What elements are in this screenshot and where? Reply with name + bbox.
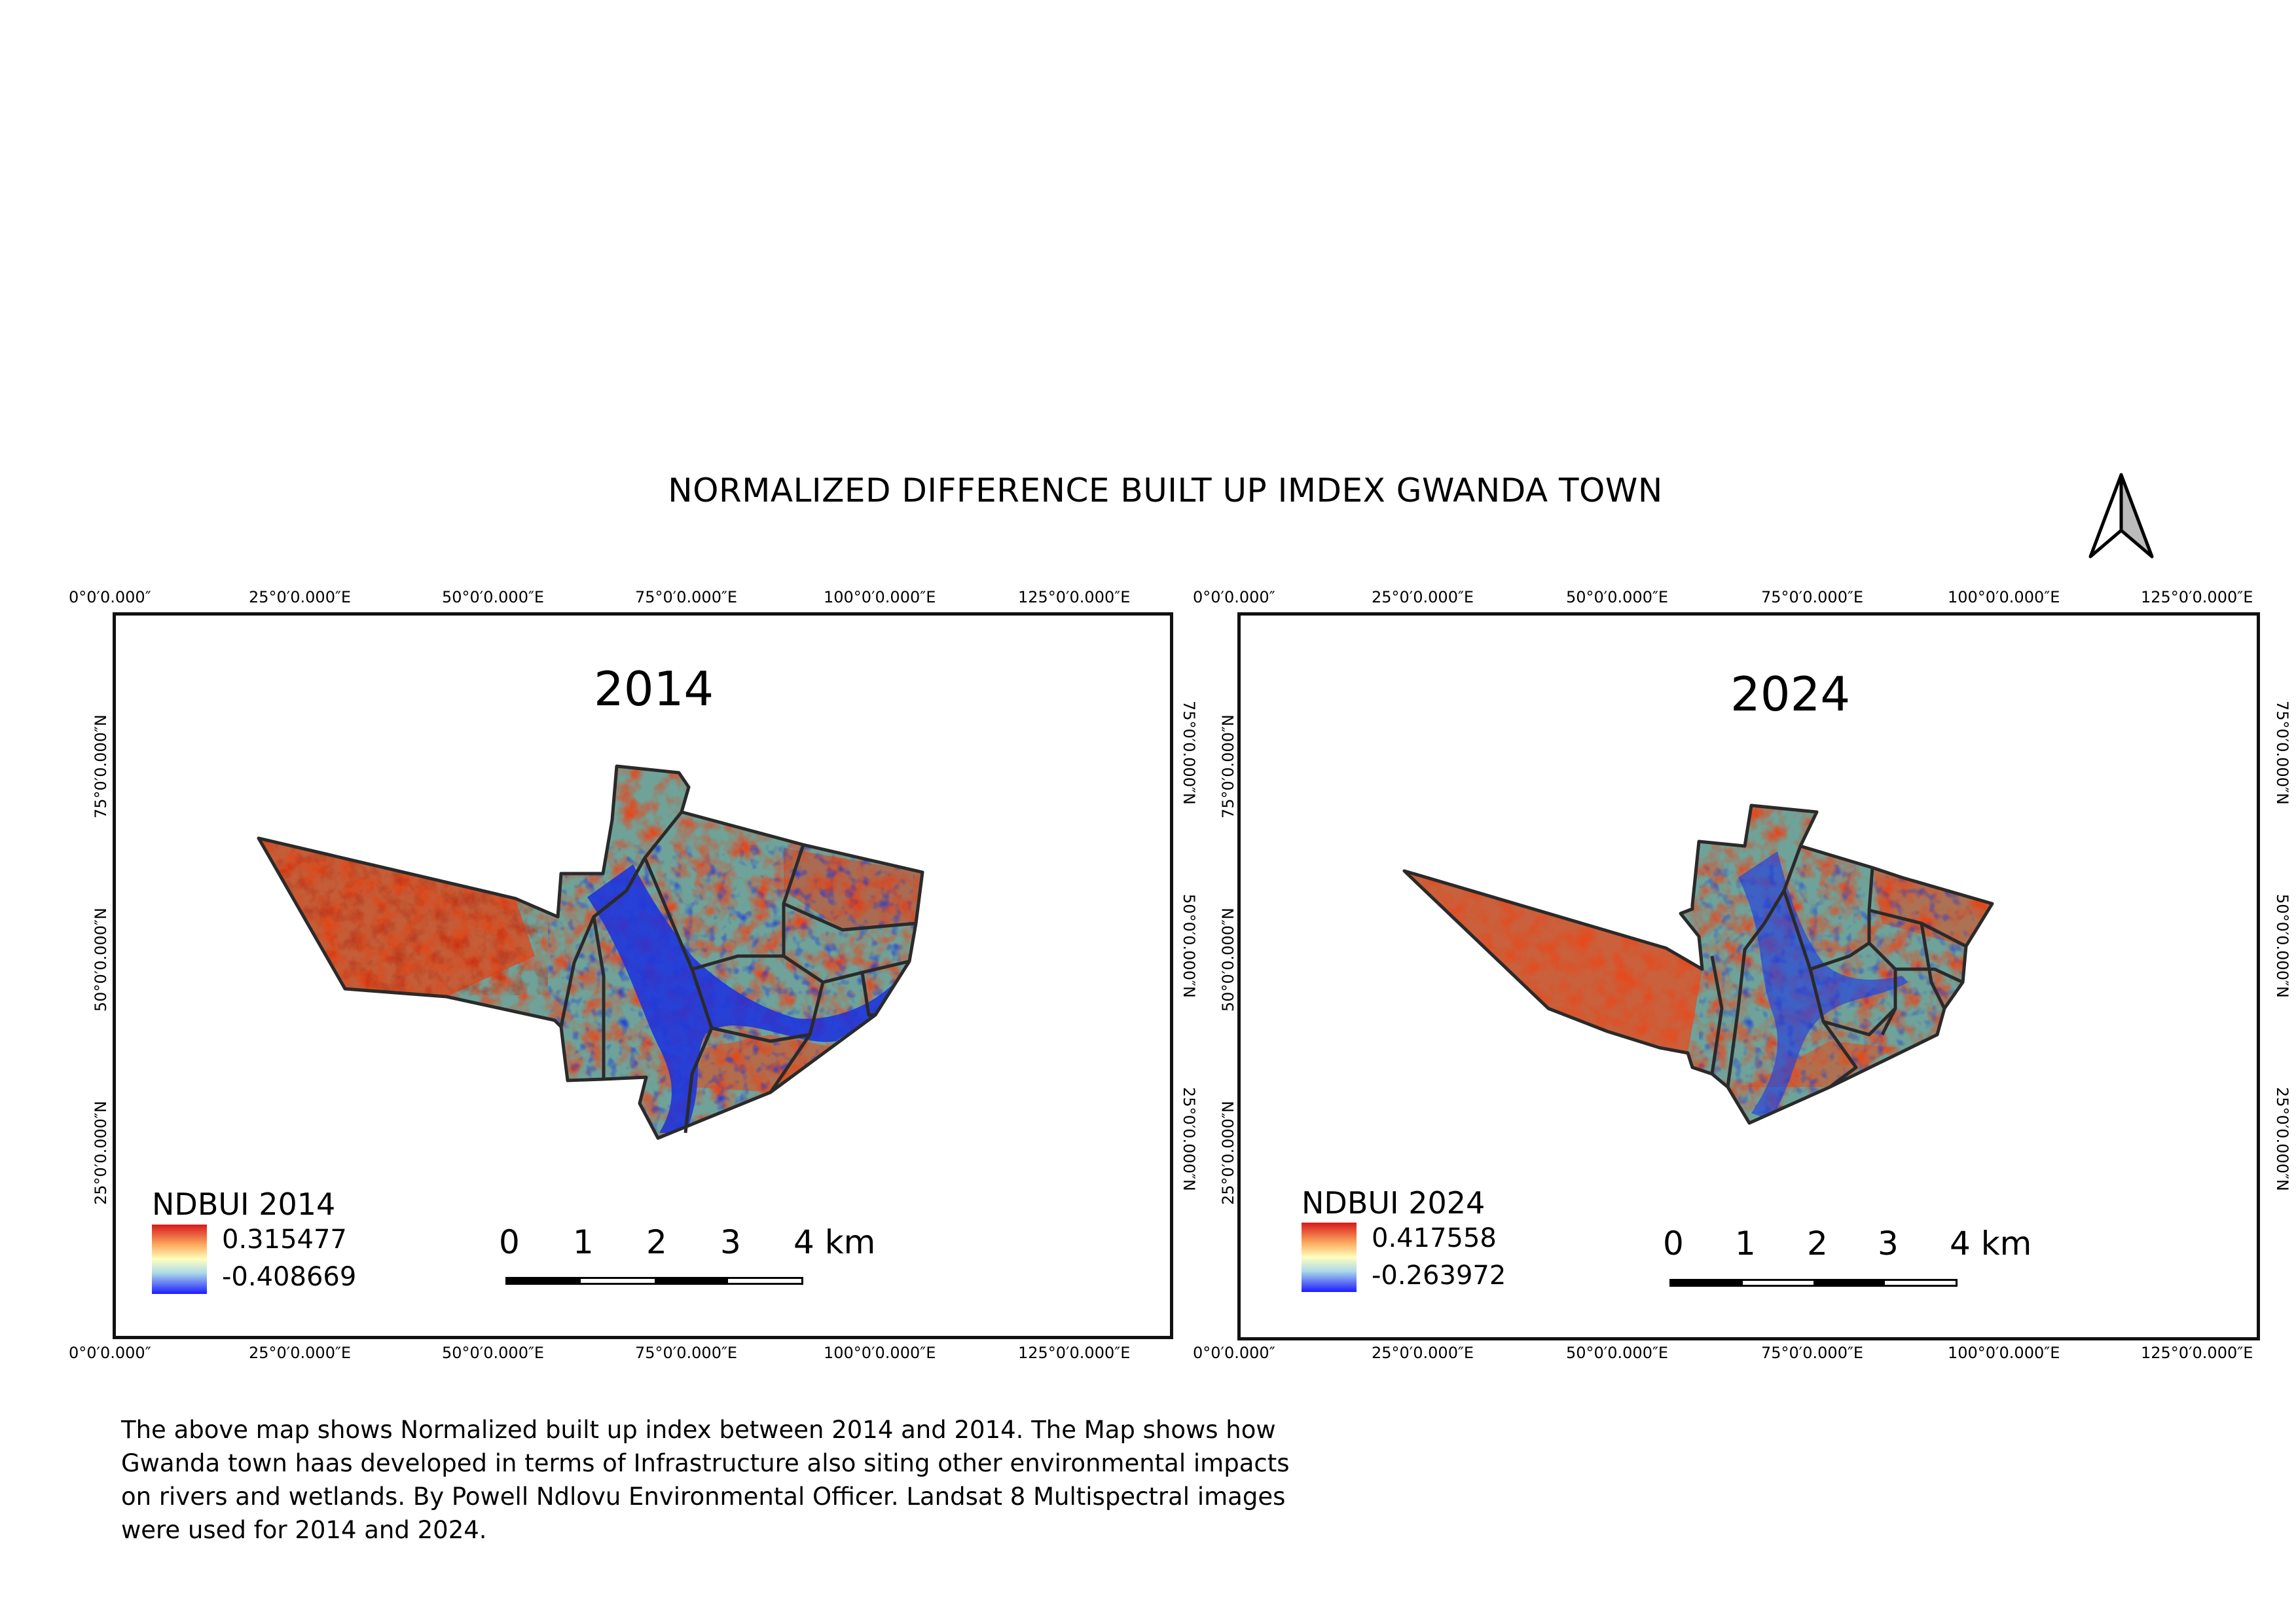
grid-label-x: 50°0′0.000″E	[1566, 1344, 1669, 1362]
grid-label-y: 50°0′0.000″N	[92, 908, 110, 1012]
grid-label-y: 50°0′0.000″N	[1180, 894, 1198, 998]
map-frame-2014: 2014	[113, 612, 1173, 1339]
district-boundaries-2014	[257, 764, 924, 1140]
legend-color-ramp	[152, 1225, 207, 1294]
legend-min-value: -0.408669	[222, 1262, 357, 1292]
grid-label-x: 25°0′0.000″E	[249, 1344, 352, 1362]
grid-label-x: 0°0′0.000″	[69, 588, 151, 606]
grid-label-y: 25°0′0.000″N	[2273, 1087, 2291, 1191]
legend-title: NDBUI 2014	[152, 1187, 336, 1222]
grid-label-x: 75°0′0.000″E	[1761, 588, 1864, 606]
grid-label-x: 100°0′0.000″E	[824, 1344, 936, 1362]
grid-label-x: 125°0′0.000″E	[2141, 1344, 2253, 1362]
grid-label-y: 75°0′0.000″N	[92, 714, 110, 819]
grid-label-x: 125°0′0.000″E	[1018, 588, 1131, 606]
grid-label-y: 50°0′0.000″N	[1219, 908, 1237, 1012]
grid-label-x: 25°0′0.000″E	[1372, 588, 1474, 606]
scale-label: 3	[720, 1223, 741, 1261]
map-caption: The above map shows Normalized built up …	[121, 1416, 1290, 1544]
map-frame-2024: 2024	[1237, 612, 2260, 1340]
grid-label-y: 75°0′0.000″N	[1219, 714, 1237, 819]
ndbui-raster-2014	[259, 766, 922, 1138]
grid-label-y: 75°0′0.000″N	[2273, 701, 2291, 805]
legend-title: NDBUI 2024	[1302, 1185, 1485, 1221]
scale-label: 1	[573, 1223, 594, 1261]
district-map-2014	[257, 764, 924, 1140]
grid-label-x: 75°0′0.000″E	[635, 1344, 738, 1362]
grid-label-x: 125°0′0.000″E	[2141, 588, 2253, 606]
grid-label-y: 25°0′0.000″N	[92, 1101, 110, 1205]
scale-label: 1	[1735, 1225, 1756, 1263]
grid-label-x: 0°0′0.000″	[69, 1344, 151, 1362]
map-year-label: 2024	[1730, 667, 1851, 722]
grid-label-x: 75°0′0.000″E	[1761, 1344, 1864, 1362]
grid-label-x: 75°0′0.000″E	[635, 588, 738, 606]
grid-label-y: 25°0′0.000″N	[1219, 1101, 1237, 1205]
map-year-label: 2014	[594, 661, 714, 716]
grid-label-y: 50°0′0.000″N	[2273, 894, 2291, 998]
scale-bar	[1669, 1279, 1958, 1287]
district-map-2024	[1402, 803, 1994, 1125]
scale-label: 4 km	[793, 1223, 876, 1261]
grid-label-x: 100°0′0.000″E	[824, 588, 936, 606]
grid-label-x: 50°0′0.000″E	[442, 588, 545, 606]
legend-max-value: 0.315477	[222, 1225, 347, 1255]
scale-label: 0	[499, 1223, 520, 1261]
grid-label-y: 75°0′0.000″N	[1180, 701, 1198, 805]
grid-label-x: 100°0′0.000″E	[1948, 588, 2060, 606]
grid-label-x: 125°0′0.000″E	[1018, 1344, 1131, 1362]
grid-label-x: 100°0′0.000″E	[1948, 1344, 2060, 1362]
grid-label-x: 50°0′0.000″E	[442, 1344, 545, 1362]
scale-label: 2	[1807, 1225, 1828, 1263]
scale-label: 4 km	[1950, 1225, 2032, 1263]
grid-label-y: 25°0′0.000″N	[1180, 1087, 1198, 1191]
grid-label-x: 25°0′0.000″E	[1372, 1344, 1474, 1362]
legend-min-value: -0.263972	[1372, 1261, 1506, 1291]
district-boundaries-2024	[1402, 803, 1994, 1125]
scale-label: 0	[1663, 1225, 1684, 1263]
grid-label-x: 0°0′0.000″	[1193, 1344, 1275, 1362]
scale-label: 2	[646, 1223, 667, 1261]
grid-label-x: 50°0′0.000″E	[1566, 588, 1669, 606]
legend-color-ramp	[1302, 1223, 1357, 1292]
grid-label-x: 25°0′0.000″E	[249, 588, 352, 606]
grid-label-x: 0°0′0.000″	[1193, 588, 1275, 606]
legend-max-value: 0.417558	[1372, 1223, 1497, 1253]
north-arrow-icon	[2088, 473, 2154, 559]
scale-label: 3	[1878, 1225, 1899, 1263]
scale-bar	[505, 1277, 803, 1285]
map-title: NORMALIZED DIFFERENCE BUILT UP IMDEX GWA…	[668, 471, 1663, 509]
